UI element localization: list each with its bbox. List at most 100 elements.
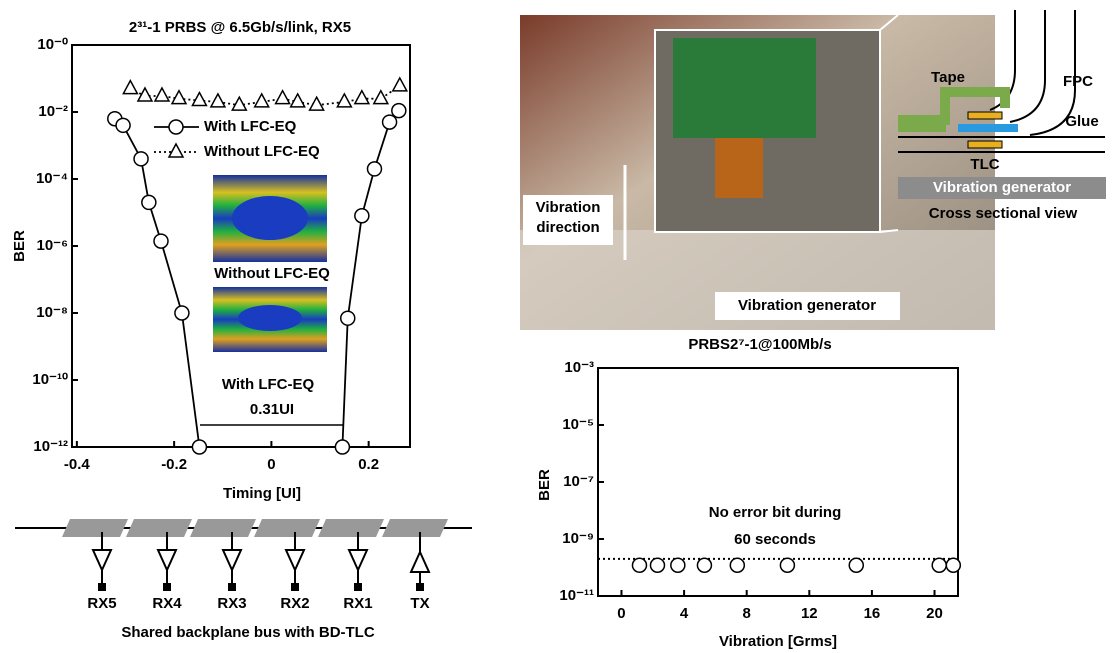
marker (175, 306, 189, 320)
x-tick-label: 4 (680, 605, 689, 622)
photo (520, 15, 995, 330)
marker (671, 558, 685, 572)
eye-opening (238, 305, 302, 331)
marker (155, 88, 169, 101)
photo-label: Vibration generator (738, 297, 876, 314)
x-tick-label: 0.2 (358, 456, 379, 473)
marker (142, 195, 156, 209)
pcb (673, 38, 816, 138)
port-label: RX5 (87, 595, 116, 612)
eye-opening-label: 0.31UI (250, 401, 294, 418)
port-buffer (411, 552, 429, 572)
y-tick-label: 10⁻⁸ (36, 304, 68, 321)
marker (374, 91, 388, 104)
y-tick-label: 10⁻³ (564, 359, 594, 376)
time-scale: 100ps (271, 353, 314, 370)
marker (392, 104, 406, 118)
port-buffer (158, 550, 176, 570)
x-tick-label: 8 (743, 605, 751, 622)
fpc-photo (715, 138, 763, 198)
x-tick-label: 12 (801, 605, 818, 622)
annotation: No error bit during (709, 504, 842, 521)
x-axis-label: Timing [UI] (223, 485, 301, 502)
marker (255, 94, 269, 107)
chart-title: PRBS2⁷-1@100Mb/s (688, 336, 831, 353)
marker (355, 209, 369, 223)
marker (310, 97, 324, 110)
port-pin (163, 583, 171, 591)
y-tick-label: 10⁻¹¹ (559, 587, 594, 604)
port-label: RX4 (152, 595, 182, 612)
photo-label: direction (536, 219, 599, 236)
legend-marker (169, 120, 183, 134)
y-tick-label: 10⁻⁴ (36, 170, 68, 187)
chart-title: 2³¹-1 PRBS @ 6.5Gb/s/link, RX5 (129, 19, 351, 36)
marker (134, 152, 148, 166)
photo-label: Vibration (536, 199, 601, 216)
eye-label: With LFC-EQ (222, 376, 315, 393)
port-pin (228, 583, 236, 591)
marker (192, 93, 206, 106)
marker (932, 558, 946, 572)
cs-label: Glue (1065, 113, 1098, 130)
y-axis-label: BER (11, 230, 28, 262)
x-tick-label: 0 (267, 456, 275, 473)
bus-caption: Shared backplane bus with BD-TLC (121, 624, 375, 641)
port-buffer (223, 550, 241, 570)
marker (337, 94, 351, 107)
y-tick-label: 10⁻⁵ (562, 416, 594, 433)
port-pin (354, 583, 362, 591)
port-label: RX2 (280, 595, 309, 612)
tlc-bottom (968, 141, 1002, 148)
marker (632, 558, 646, 572)
cs-label: Vibration generator (933, 179, 1071, 196)
x-tick-label: 16 (864, 605, 881, 622)
port-buffer (93, 550, 111, 570)
y-tick-label: 10⁻⁷ (563, 473, 594, 490)
y-tick-label: 10⁻² (38, 103, 68, 120)
port-label: RX1 (343, 595, 372, 612)
eye-label: Without LFC-EQ (214, 265, 330, 282)
cs-caption: Cross sectional view (929, 205, 1078, 222)
x-axis-label: Vibration [Grms] (719, 633, 837, 650)
cs-label: Tape (931, 69, 965, 86)
port-label: RX3 (217, 595, 246, 612)
marker (393, 78, 407, 91)
x-tick-label: 0 (617, 605, 625, 622)
annotation: 60 seconds (734, 531, 816, 548)
marker (335, 440, 349, 454)
port-buffer (286, 550, 304, 570)
eye-opening (232, 196, 308, 240)
marker (367, 162, 381, 176)
marker (730, 558, 744, 572)
marker (123, 81, 137, 94)
marker (780, 558, 794, 572)
y-tick-label: 10⁻⁶ (36, 237, 68, 254)
marker (650, 558, 664, 572)
x-tick-label: -0.4 (64, 456, 91, 473)
figure: 2³¹-1 PRBS @ 6.5Gb/s/link, RX5 Timing [U… (0, 0, 1113, 653)
port-pin (291, 583, 299, 591)
marker (341, 311, 355, 325)
y-tick-label: 10⁻¹⁰ (32, 371, 68, 388)
x-tick-label: 20 (926, 605, 943, 622)
marker (355, 91, 369, 104)
port-buffer (349, 550, 367, 570)
y-tick-label: 10⁻⁹ (562, 530, 594, 547)
legend-label: Without LFC-EQ (204, 143, 320, 160)
marker (276, 91, 290, 104)
port-pin (416, 583, 424, 591)
marker (211, 94, 225, 107)
marker (946, 558, 960, 572)
legend-marker (169, 144, 183, 157)
marker (383, 115, 397, 129)
legend-label: With LFC-EQ (204, 118, 297, 135)
x-tick-label: -0.2 (161, 456, 187, 473)
marker (116, 118, 130, 132)
port-pin (98, 583, 106, 591)
marker (192, 440, 206, 454)
marker (849, 558, 863, 572)
marker (154, 234, 168, 248)
glue (958, 124, 1018, 132)
bus-diagram (15, 519, 472, 537)
